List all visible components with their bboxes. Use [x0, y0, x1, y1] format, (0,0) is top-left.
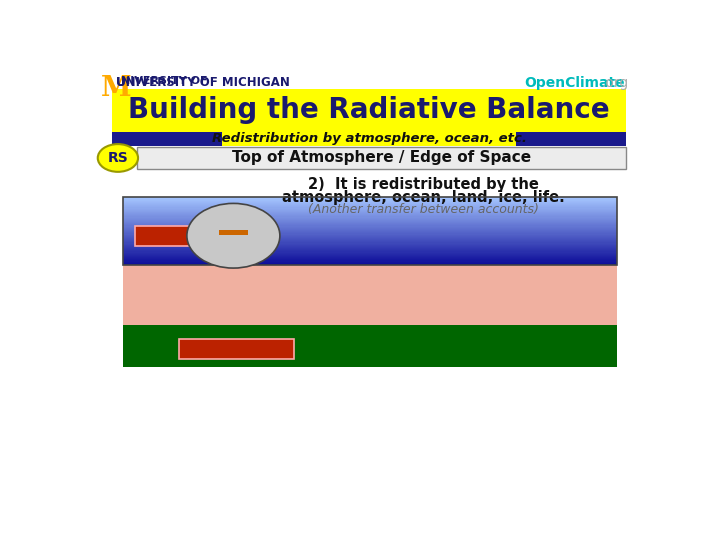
Bar	[122, 216, 617, 218]
Text: Redistribution by atmosphere, ocean, etc.: Redistribution by atmosphere, ocean, etc…	[212, 132, 526, 145]
Bar	[112, 89, 626, 132]
Text: Building the Radiative Balance: Building the Radiative Balance	[128, 96, 610, 124]
Bar	[122, 207, 617, 208]
Bar	[122, 260, 617, 261]
Bar	[122, 230, 617, 231]
Bar	[122, 262, 617, 264]
Bar	[122, 197, 617, 198]
Bar	[122, 220, 617, 222]
Bar	[112, 132, 626, 146]
Bar	[122, 255, 617, 257]
Text: 2)  It is redistributed by the: 2) It is redistributed by the	[308, 177, 539, 192]
Text: UNIVERSITY OF MICHIGAN: UNIVERSITY OF MICHIGAN	[116, 76, 289, 89]
Bar	[222, 132, 516, 146]
Bar	[122, 211, 617, 212]
Bar	[122, 247, 617, 248]
Bar	[122, 251, 617, 253]
Bar	[122, 261, 617, 263]
Text: atmosphere, ocean, land, ice, life.: atmosphere, ocean, land, ice, life.	[282, 190, 564, 205]
Bar	[122, 265, 617, 327]
Bar	[122, 219, 617, 221]
Bar	[122, 204, 617, 205]
Text: Top of Atmosphere / Edge of Space: Top of Atmosphere / Edge of Space	[232, 151, 531, 165]
Bar	[122, 253, 617, 255]
Text: U: U	[116, 76, 125, 89]
Bar	[122, 223, 617, 224]
Bar	[122, 218, 617, 220]
Bar	[122, 252, 617, 254]
Bar	[122, 258, 617, 259]
Bar	[122, 228, 617, 230]
Bar	[135, 226, 199, 246]
Bar	[122, 214, 617, 215]
Ellipse shape	[187, 204, 280, 268]
Bar	[122, 233, 617, 234]
Bar	[122, 235, 617, 237]
Bar	[122, 241, 617, 242]
Bar	[122, 256, 617, 258]
Bar	[122, 222, 617, 223]
Bar	[179, 339, 294, 359]
Bar	[122, 231, 617, 232]
Bar	[122, 250, 617, 252]
Bar	[122, 237, 617, 238]
Bar	[122, 239, 617, 240]
Bar	[122, 215, 617, 217]
Text: M: M	[101, 75, 132, 102]
Bar	[219, 230, 248, 235]
Bar	[122, 201, 617, 203]
Bar	[122, 325, 617, 367]
Bar	[122, 224, 617, 226]
Bar	[122, 249, 617, 251]
Bar	[122, 212, 617, 213]
Bar	[122, 199, 617, 201]
Bar	[122, 202, 617, 204]
Bar	[122, 210, 617, 211]
Ellipse shape	[98, 144, 138, 172]
Bar	[122, 226, 617, 228]
Bar	[122, 200, 617, 202]
Text: .org: .org	[601, 76, 629, 90]
Bar	[122, 264, 617, 265]
Bar	[122, 243, 617, 245]
Text: NIVERSITY OF: NIVERSITY OF	[121, 76, 212, 85]
Bar	[122, 213, 617, 214]
Bar	[122, 198, 617, 199]
Bar	[137, 147, 626, 168]
Bar	[122, 234, 617, 235]
Bar	[122, 259, 617, 260]
Bar	[122, 244, 617, 246]
Text: RS: RS	[107, 151, 128, 165]
Bar	[122, 205, 617, 206]
Bar	[122, 227, 617, 229]
Bar	[122, 206, 617, 207]
Bar	[122, 240, 617, 241]
Bar	[122, 245, 617, 247]
Bar	[122, 242, 617, 244]
Bar	[122, 197, 617, 265]
Bar	[122, 254, 617, 256]
Text: OpenClimate: OpenClimate	[524, 76, 625, 90]
Bar	[122, 232, 617, 233]
Text: (Another transfer between accounts): (Another transfer between accounts)	[308, 203, 539, 216]
Bar	[122, 217, 617, 219]
Bar	[122, 238, 617, 239]
Bar	[122, 248, 617, 249]
Bar	[122, 225, 617, 227]
Bar	[122, 208, 617, 210]
